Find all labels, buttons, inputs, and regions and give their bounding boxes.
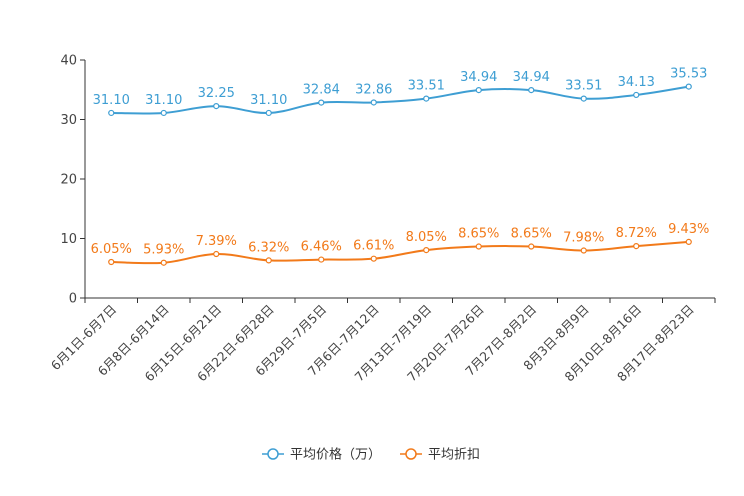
data-label: 6.46% [301,240,342,255]
data-point[interactable] [423,95,430,102]
series-line [111,240,689,265]
x-axis: 6月1日-6月7日6月8日-6月14日6月15日-6月21日6月22日-6月28… [48,297,716,384]
data-point[interactable] [475,87,482,94]
data-label: 35.53 [670,67,707,82]
data-label: 32.84 [303,83,340,98]
y-tick-label: 20 [60,173,77,188]
data-label: 8.65% [511,227,552,242]
data-point[interactable] [108,258,115,266]
data-label: 31.10 [250,93,287,108]
legend-label: 平均价格（万） [290,447,381,463]
series-0: 31.10 31.10 32.25 31.10 32.84 32.86 33.51 34.94… [93,67,707,117]
data-label: 34.94 [460,70,497,85]
data-label: 7.39% [196,234,237,249]
data-label: 34.94 [513,70,550,85]
data-point[interactable] [580,247,587,254]
legend-item-0[interactable]: 平均价格（万） [262,447,381,463]
data-label: 8.05% [406,230,447,245]
legend-marker-icon [405,448,417,460]
data-label: 33.51 [565,79,602,94]
data-point[interactable] [370,255,377,262]
data-point[interactable] [265,109,272,117]
data-label: 5.93% [143,243,184,258]
legend[interactable]: 平均价格（万） 平均折扣 [262,447,480,463]
data-point[interactable] [528,87,535,94]
data-point[interactable] [318,99,325,106]
data-point[interactable] [213,103,220,110]
data-point[interactable] [528,243,535,250]
series-1: 6.05% 5.93% 7.39% 6.32% 6.46% 6.61% 8.05% 8.65%… [91,222,709,266]
data-point[interactable] [108,109,115,117]
legend-label: 平均折扣 [428,448,480,463]
data-point[interactable] [685,83,692,90]
data-point[interactable] [318,256,325,263]
data-label: 33.51 [408,79,445,94]
data-point[interactable] [685,238,692,245]
data-point[interactable] [265,257,272,264]
legend-item-1[interactable]: 平均折扣 [400,448,480,463]
data-label: 6.05% [91,242,132,257]
data-label: 6.32% [248,240,289,255]
data-point[interactable] [580,95,587,102]
data-label: 6.61% [353,239,394,254]
data-point[interactable] [475,243,482,250]
data-label: 8.65% [458,227,499,242]
y-tick-label: 40 [60,54,77,69]
data-point[interactable] [633,243,640,250]
data-label: 34.13 [618,75,655,90]
data-label: 8.72% [616,226,657,241]
data-point[interactable] [213,250,220,258]
series-line [111,85,689,115]
data-label: 9.43% [668,222,709,237]
data-point[interactable] [370,99,377,106]
data-label: 32.86 [355,82,392,97]
data-label: 32.25 [198,86,235,101]
data-point[interactable] [423,247,430,254]
y-tick-label: 0 [69,292,77,307]
y-axis: 0 10 20 30 40 [60,54,86,307]
legend-marker-icon [267,448,279,460]
y-tick-label: 10 [60,232,77,247]
data-label: 7.98% [563,231,604,246]
data-label: 31.10 [145,93,182,108]
data-label: 31.10 [93,93,130,108]
series-layer: 31.10 31.10 32.25 31.10 32.84 32.86 33.51 34.94… [91,67,709,266]
y-tick-label: 30 [60,113,77,128]
data-point[interactable] [160,259,167,266]
data-point[interactable] [633,91,640,99]
data-point[interactable] [160,109,167,117]
